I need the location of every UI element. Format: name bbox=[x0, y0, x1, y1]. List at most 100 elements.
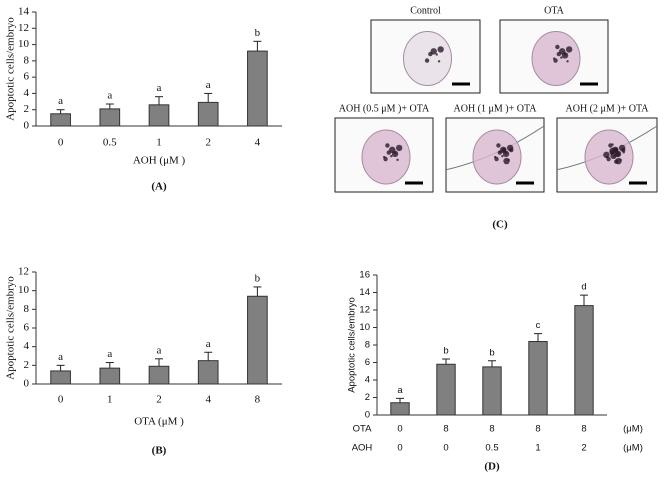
significance-letter: b bbox=[255, 27, 261, 39]
stain-dot bbox=[496, 143, 501, 148]
significance-letter: a bbox=[107, 90, 112, 102]
x-tick-label: 1 bbox=[156, 137, 162, 149]
bar bbox=[390, 402, 410, 416]
significance-letter: a bbox=[206, 79, 211, 91]
x-tick-label: 0 bbox=[58, 394, 64, 406]
y-tick-label: 8 bbox=[365, 340, 370, 351]
stain-dot bbox=[437, 46, 444, 53]
stain-dot bbox=[382, 155, 386, 159]
stain-dot bbox=[615, 149, 619, 152]
y-tick-label: 12 bbox=[18, 22, 29, 34]
significance-letter: a bbox=[107, 348, 112, 360]
x-tick-label: 0 bbox=[58, 137, 64, 149]
image-label: Control bbox=[410, 5, 441, 16]
panel-label: (C) bbox=[492, 219, 508, 231]
significance-letter: c bbox=[536, 320, 541, 331]
significance-letter: b bbox=[443, 346, 448, 357]
stain-dot bbox=[560, 56, 563, 59]
x-tick-label: 0 bbox=[443, 443, 448, 454]
x-tick-label: 8 bbox=[255, 394, 261, 406]
image-label: AOH (0.5 μM )+ OTA bbox=[339, 103, 430, 114]
y-tick-label: 6 bbox=[24, 322, 30, 334]
bar bbox=[247, 295, 268, 385]
stain-dot bbox=[503, 157, 510, 165]
significance-letter: a bbox=[58, 351, 63, 363]
stain-dot bbox=[552, 57, 556, 60]
x-tick-label: 1 bbox=[535, 443, 540, 454]
bar bbox=[148, 365, 170, 385]
y-tick-label: 16 bbox=[359, 270, 370, 281]
x-tick-label: 0 bbox=[397, 443, 402, 454]
stain-dot bbox=[390, 154, 393, 158]
y-tick-label: 2 bbox=[24, 103, 30, 115]
stain-dot bbox=[509, 147, 514, 153]
stain-dot bbox=[611, 143, 614, 146]
stain-dot bbox=[561, 52, 569, 59]
y-axis-label: Apoptotic cells/embryo bbox=[5, 17, 17, 121]
bar bbox=[574, 305, 594, 416]
x-tick-label: 0.5 bbox=[103, 137, 117, 149]
bar bbox=[247, 50, 268, 127]
x-tick-label: 2 bbox=[156, 394, 162, 406]
y-tick-label: 6 bbox=[24, 71, 30, 83]
bar bbox=[197, 360, 219, 385]
significance-letter: b bbox=[489, 347, 494, 358]
stain-dot bbox=[435, 53, 438, 56]
y-tick-label: 12 bbox=[359, 305, 370, 316]
y-tick-label: 8 bbox=[24, 54, 30, 66]
stain-dot bbox=[615, 152, 620, 157]
bar bbox=[99, 108, 121, 127]
y-tick-label: 10 bbox=[18, 284, 30, 296]
x-tick-label: 0 bbox=[397, 424, 402, 435]
stain-dot bbox=[610, 152, 617, 160]
x-tick-label: 1 bbox=[107, 394, 113, 406]
bar bbox=[148, 104, 170, 127]
x-tick-label: 8 bbox=[581, 424, 586, 435]
stain-dot bbox=[437, 60, 441, 63]
image-panel: Control OTA AOH (0.5 μM )+ OTA AOH (1 μM )+… bbox=[334, 5, 658, 231]
significance-letter: a bbox=[58, 95, 63, 107]
stain-dot bbox=[424, 58, 430, 63]
x-tick-label: 8 bbox=[535, 424, 540, 435]
stain-dot bbox=[614, 159, 619, 164]
x-tick-label: 2 bbox=[205, 137, 211, 149]
stain-dot bbox=[501, 147, 507, 153]
significance-letter: d bbox=[581, 282, 586, 293]
y-tick-label: 10 bbox=[359, 322, 370, 333]
y-axis-label: Apoptotic cells/embryo bbox=[347, 297, 358, 393]
stain-dot bbox=[396, 158, 399, 162]
y-tick-label: 8 bbox=[24, 303, 30, 315]
x-tick-label: 2 bbox=[581, 443, 586, 454]
row-unit: (μM) bbox=[623, 424, 643, 435]
significance-letter: a bbox=[157, 82, 162, 94]
y-tick-label: 2 bbox=[365, 392, 370, 403]
y-tick-label: 2 bbox=[24, 359, 30, 371]
significance-letter: a bbox=[157, 344, 162, 356]
stain-dot bbox=[565, 46, 573, 53]
image-label: OTA bbox=[544, 5, 565, 16]
significance-letter: a bbox=[397, 385, 403, 396]
significance-letter: a bbox=[206, 338, 211, 350]
stain-dot bbox=[621, 147, 626, 153]
x-tick-label: 0.5 bbox=[485, 443, 498, 454]
x-tick-label: 4 bbox=[205, 394, 211, 406]
bar bbox=[436, 363, 456, 416]
y-tick-label: 4 bbox=[24, 87, 30, 99]
bar bbox=[482, 366, 502, 416]
stain-dot bbox=[385, 143, 390, 148]
row-name: OTA bbox=[353, 424, 372, 435]
bar bbox=[528, 341, 548, 416]
y-tick-label: 4 bbox=[365, 375, 370, 386]
panel-label: (B) bbox=[152, 445, 167, 457]
y-tick-label: 4 bbox=[24, 340, 30, 352]
stain-dot bbox=[501, 154, 504, 158]
y-axis-label: Apoptotic cells/embryo bbox=[5, 276, 17, 380]
y-tick-label: 0 bbox=[24, 120, 30, 132]
x-axis-label: OTA (μM ) bbox=[134, 416, 184, 428]
y-tick-label: 14 bbox=[18, 6, 30, 18]
stain-dot bbox=[622, 151, 625, 154]
image-label: AOH (1 μM )+ OTA bbox=[454, 103, 538, 114]
